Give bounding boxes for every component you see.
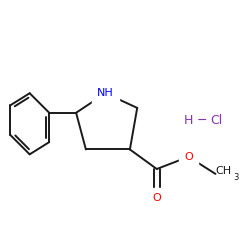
Text: O: O bbox=[184, 152, 193, 162]
Text: CH: CH bbox=[216, 166, 232, 176]
Text: 3: 3 bbox=[234, 173, 239, 182]
Text: NH: NH bbox=[97, 88, 114, 98]
Text: −: − bbox=[197, 114, 207, 126]
Text: H: H bbox=[184, 114, 193, 126]
Text: O: O bbox=[152, 193, 161, 203]
Text: Cl: Cl bbox=[210, 114, 223, 126]
